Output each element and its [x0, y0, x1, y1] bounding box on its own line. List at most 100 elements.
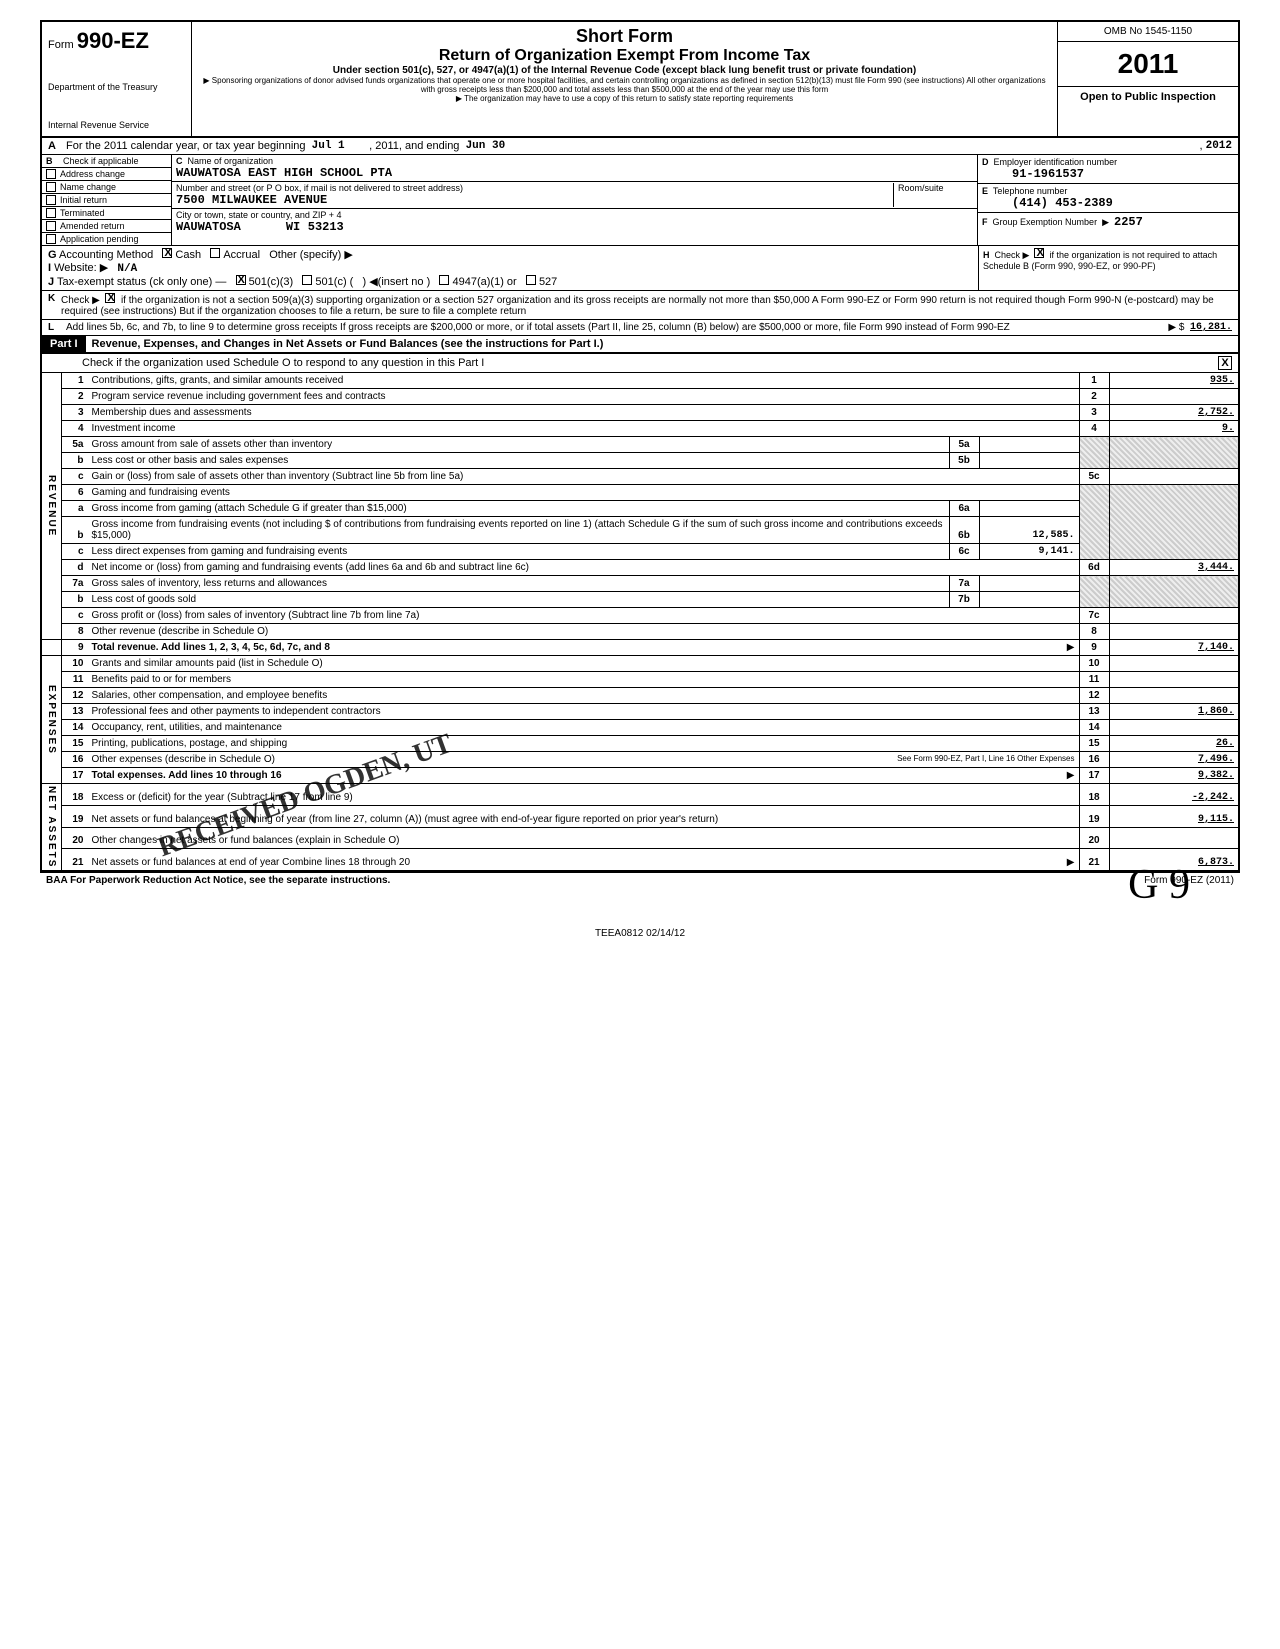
l5b-num: b: [62, 453, 88, 469]
letter-e: E: [982, 186, 988, 196]
l8-num: 8: [62, 624, 88, 640]
l8-val: [1109, 624, 1239, 640]
omb-number: OMB No 1545-1150: [1058, 22, 1238, 42]
checkbox-initial-return[interactable]: [46, 195, 56, 205]
l20-boxn: 20: [1079, 827, 1109, 849]
l6a-sv: [979, 501, 1079, 517]
form-number: 990-EZ: [77, 28, 149, 53]
letter-j: J: [48, 276, 54, 288]
l13-val: 1,860.: [1109, 704, 1239, 720]
l10-desc: Grants and similar amounts paid (list in…: [88, 656, 1080, 672]
checkbox-h[interactable]: [1034, 248, 1044, 258]
row-a-text2: , 2011, and ending: [369, 140, 459, 152]
form-label: Form: [48, 39, 74, 51]
l4-boxn: 4: [1079, 421, 1109, 437]
l6b-sv: 12,585.: [979, 517, 1079, 544]
part1-table: REVENUE 1 Contributions, gifts, grants, …: [40, 373, 1240, 872]
footer-left: BAA For Paperwork Reduction Act Notice, …: [46, 875, 390, 886]
l15-num: 15: [62, 736, 88, 752]
checkbox-address-change[interactable]: [46, 169, 56, 179]
l16-boxn: 16: [1079, 752, 1109, 768]
checkbox-501c3[interactable]: [236, 275, 246, 285]
l16-note: See Form 990-EZ, Part I, Line 16 Other E…: [897, 754, 1074, 763]
l2-boxn: 2: [1079, 389, 1109, 405]
k-check-label: Check ▶: [61, 295, 100, 306]
checkbox-501c[interactable]: [302, 275, 312, 285]
checkbox-accrual[interactable]: [210, 248, 220, 258]
c-city-label: City or town, state or country, and ZIP …: [176, 210, 342, 220]
l6-shade: [1079, 485, 1109, 560]
checkbox-name-change[interactable]: [46, 182, 56, 192]
row-a-text3: ,: [1199, 140, 1202, 152]
l11-num: 11: [62, 672, 88, 688]
header-note2: ▶ The organization may have to use a cop…: [200, 94, 1049, 103]
l9-boxn: 9: [1079, 640, 1109, 656]
title-short-form: Short Form: [200, 26, 1049, 47]
g-accrual: Accrual: [223, 249, 260, 261]
l6d-val: 3,444.: [1109, 560, 1239, 576]
letter-k: K: [48, 293, 61, 317]
l6d-desc: Net income or (loss) from gaming and fun…: [88, 560, 1080, 576]
letter-f: F: [982, 217, 988, 227]
footer: BAA For Paperwork Reduction Act Notice, …: [40, 872, 1240, 888]
l17-desc: Total expenses. Add lines 10 through 16: [92, 770, 282, 781]
website: N/A: [117, 263, 137, 275]
j-501c3: 501(c)(3): [249, 276, 294, 288]
checkbox-cash[interactable]: [162, 248, 172, 258]
l17-num: 17: [62, 768, 88, 784]
l5c-num: c: [62, 469, 88, 485]
checkbox-527[interactable]: [526, 275, 536, 285]
sched-o-row: Check if the organization used Schedule …: [40, 354, 1240, 373]
l14-boxn: 14: [1079, 720, 1109, 736]
checkbox-amended[interactable]: [46, 221, 56, 231]
g-other: Other (specify) ▶: [269, 249, 353, 261]
checkbox-sched-o[interactable]: X: [1218, 356, 1232, 370]
checkbox-4947[interactable]: [439, 275, 449, 285]
g-cash: Cash: [175, 249, 201, 261]
l5b-desc: Less cost or other basis and sales expen…: [88, 453, 950, 469]
row-k: K Check ▶ if the organization is not a s…: [40, 291, 1240, 320]
checkbox-terminated[interactable]: [46, 208, 56, 218]
l5a-sv: [979, 437, 1079, 453]
l5ab-shade-v: [1109, 437, 1239, 469]
l7b-sv: [979, 592, 1079, 608]
l7a-sv: [979, 576, 1079, 592]
l10-num: 10: [62, 656, 88, 672]
subtitle: Under section 501(c), 527, or 4947(a)(1)…: [200, 65, 1049, 76]
l7ab-shade: [1079, 576, 1109, 608]
d-label: Employer identification number: [994, 157, 1118, 167]
l14-num: 14: [62, 720, 88, 736]
form-header: Form 990-EZ Department of the Treasury I…: [40, 20, 1240, 138]
col-def: D Employer identification number 91-1961…: [978, 155, 1238, 245]
checkbox-k[interactable]: [105, 293, 115, 303]
letter-g: G: [48, 249, 57, 261]
sidebar-netassets: NET ASSETS: [41, 784, 62, 872]
checkbox-app-pending[interactable]: [46, 234, 56, 244]
l19-boxn: 19: [1079, 805, 1109, 827]
col-c: C Name of organization WAUWATOSA EAST HI…: [172, 155, 978, 245]
dept-treasury: Department of the Treasury: [48, 82, 185, 92]
irs: Internal Revenue Service: [48, 120, 185, 130]
l2-num: 2: [62, 389, 88, 405]
row-l: L Add lines 5b, 6c, and 7b, to line 9 to…: [40, 320, 1240, 336]
gross-receipts: 16,281.: [1190, 322, 1232, 333]
l3-boxn: 3: [1079, 405, 1109, 421]
letter-h: H: [983, 250, 990, 260]
tax-year-end: Jun 30: [466, 140, 506, 152]
title-return: Return of Organization Exempt From Incom…: [200, 47, 1049, 65]
l11-desc: Benefits paid to or for members: [88, 672, 1080, 688]
header-center: Short Form Return of Organization Exempt…: [192, 22, 1058, 136]
l5a-desc: Gross amount from sale of assets other t…: [88, 437, 950, 453]
e-label: Telephone number: [993, 186, 1068, 196]
l2-val: [1109, 389, 1239, 405]
c-room-label: Room/suite: [898, 183, 944, 193]
l-arrow: ▶ $: [1168, 322, 1184, 333]
l21-desc: Net assets or fund balances at end of ye…: [92, 857, 411, 868]
l5a-sn: 5a: [949, 437, 979, 453]
l15-val: 26.: [1109, 736, 1239, 752]
l1-val: 935.: [1109, 373, 1239, 389]
gij-left: G Accounting Method Cash Accrual Other (…: [42, 246, 978, 290]
ein: 91-1961537: [982, 167, 1084, 181]
c-name-label: Name of organization: [188, 156, 274, 166]
l18-boxn: 18: [1079, 784, 1109, 806]
